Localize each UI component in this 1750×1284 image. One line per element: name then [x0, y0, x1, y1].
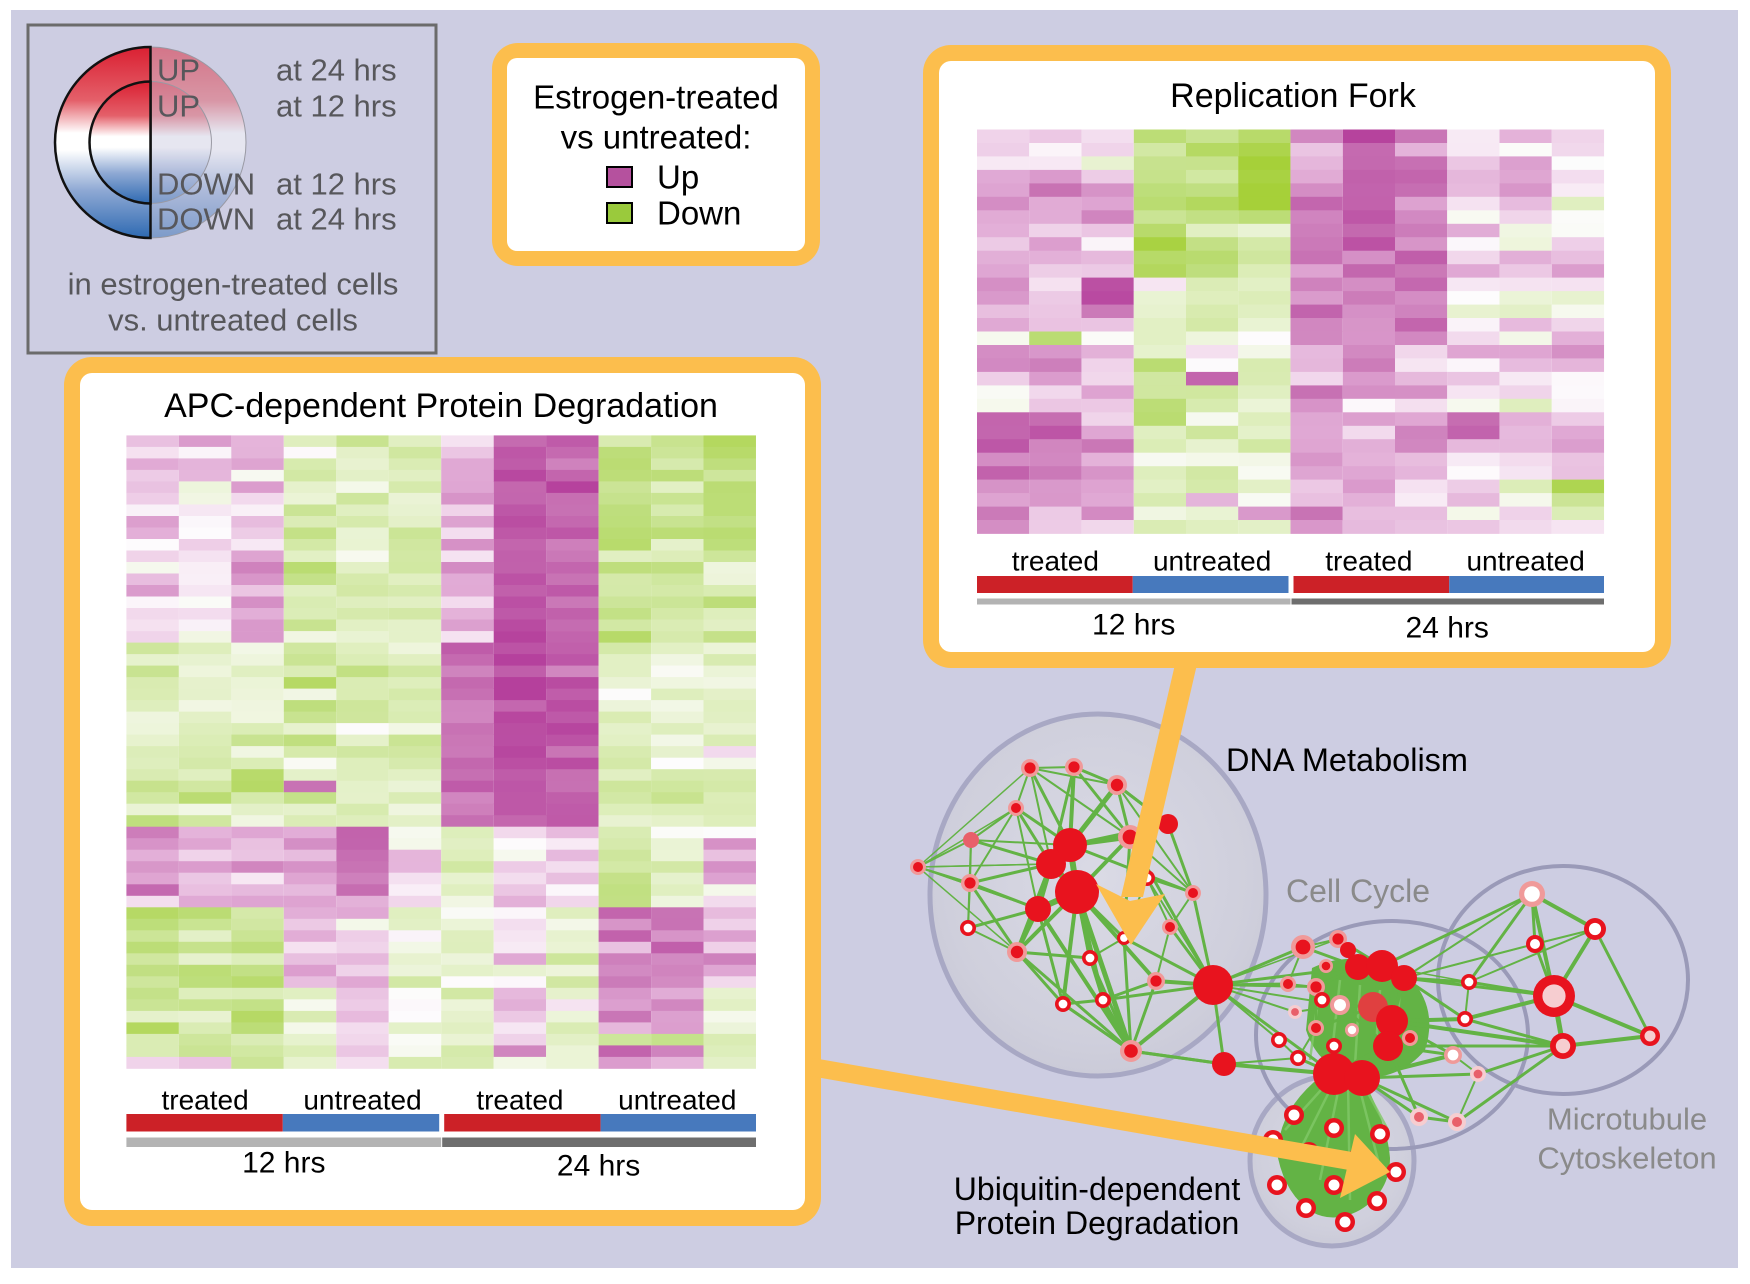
svg-text:vs. untreated cells: vs. untreated cells [108, 303, 358, 338]
svg-text:untreated: untreated [303, 1085, 421, 1116]
svg-text:treated: treated [476, 1085, 563, 1116]
svg-text:UP: UP [157, 53, 200, 88]
svg-text:at 12 hrs: at 12 hrs [276, 89, 397, 124]
svg-text:untreated: untreated [618, 1085, 736, 1116]
svg-text:DOWN: DOWN [157, 202, 255, 237]
svg-text:DNA Metabolism: DNA Metabolism [1226, 742, 1468, 778]
svg-text:24 hrs: 24 hrs [1406, 612, 1489, 645]
svg-text:Estrogen-treated: Estrogen-treated [533, 79, 779, 116]
svg-text:Ubiquitin-dependent: Ubiquitin-dependent [954, 1171, 1241, 1207]
svg-text:at 12 hrs: at 12 hrs [276, 167, 397, 202]
svg-text:untreated: untreated [1466, 546, 1584, 577]
svg-text:at 24 hrs: at 24 hrs [276, 53, 397, 88]
svg-text:Down: Down [657, 195, 741, 232]
svg-text:vs untreated:: vs untreated: [561, 119, 752, 156]
svg-text:DOWN: DOWN [157, 167, 255, 202]
svg-text:untreated: untreated [1153, 546, 1271, 577]
svg-text:24 hrs: 24 hrs [557, 1150, 640, 1183]
svg-text:Protein Degradation: Protein Degradation [955, 1205, 1240, 1241]
svg-text:treated: treated [162, 1085, 249, 1116]
svg-text:Cytoskeleton: Cytoskeleton [1537, 1141, 1716, 1176]
svg-text:Microtubule: Microtubule [1547, 1102, 1707, 1137]
svg-text:12 hrs: 12 hrs [1092, 609, 1175, 642]
svg-text:in estrogen-treated cells: in estrogen-treated cells [68, 267, 399, 302]
svg-text:treated: treated [1325, 546, 1412, 577]
svg-text:at 24 hrs: at 24 hrs [276, 202, 397, 237]
svg-text:treated: treated [1012, 546, 1099, 577]
svg-text:Replication Fork: Replication Fork [1170, 77, 1417, 115]
svg-text:APC-dependent Protein Degradat: APC-dependent Protein Degradation [164, 387, 718, 425]
svg-text:12 hrs: 12 hrs [242, 1147, 325, 1180]
svg-text:UP: UP [157, 89, 200, 124]
svg-text:Cell Cycle: Cell Cycle [1286, 873, 1430, 909]
svg-text:Up: Up [657, 159, 699, 196]
